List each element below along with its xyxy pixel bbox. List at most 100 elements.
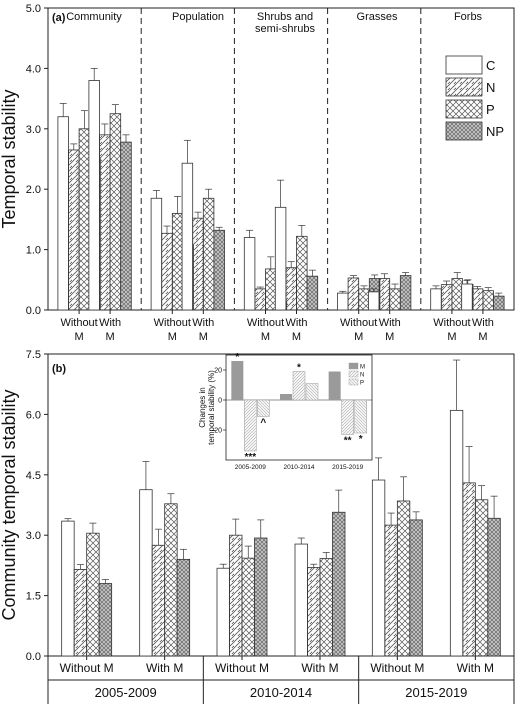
x-tick-label: Without bbox=[247, 317, 284, 329]
y-axis-label: Temporal stability bbox=[0, 89, 19, 228]
bar-np-2010-2014-with-m bbox=[332, 511, 346, 657]
bar-p-community-without-m bbox=[78, 128, 91, 311]
inset-y-tick-label: 0 bbox=[218, 398, 222, 405]
y-tick-label: 5.0 bbox=[26, 3, 41, 15]
x-tick-label: M bbox=[75, 331, 84, 343]
x-tick-label: Without bbox=[433, 317, 470, 329]
bar-np-population-with-m bbox=[213, 229, 225, 311]
bar-p-population-without-m bbox=[171, 212, 184, 311]
x-tick-label: Without M bbox=[370, 661, 424, 675]
inset-y-axis-label-line: Changes in bbox=[198, 387, 207, 427]
bar-c-2005-2009-without-m bbox=[61, 520, 75, 657]
x-tick-label: With bbox=[192, 317, 214, 329]
x-tick-label: Without bbox=[340, 317, 377, 329]
x-tick-label: M bbox=[385, 331, 394, 343]
inset-bar-m-2005-2009 bbox=[231, 361, 244, 400]
bar-n-2005-2009-without-m bbox=[73, 569, 88, 657]
group-label-2005-2009: 2005-2009 bbox=[95, 685, 157, 700]
y-tick-label: 3.0 bbox=[26, 530, 41, 542]
y-tick-label: 4.0 bbox=[26, 63, 41, 75]
bar-n-shrubs-and-semi-shrubs-with-m bbox=[285, 267, 297, 311]
bar-np-forbs-with-m bbox=[493, 295, 505, 311]
inset-significance-marker: * bbox=[297, 363, 301, 374]
x-tick-label: With M bbox=[457, 661, 494, 675]
y-tick-label: 7.5 bbox=[26, 349, 41, 361]
legend-label-c: C bbox=[486, 58, 495, 73]
group-title-forbs: Forbs bbox=[454, 11, 483, 23]
legend-label-p: P bbox=[486, 102, 495, 117]
bar-p-2015-2019-with-m bbox=[474, 499, 489, 657]
legend-swatch-np bbox=[445, 121, 483, 141]
bar-p-2005-2009-with-m bbox=[164, 503, 178, 657]
plot-frame bbox=[47, 353, 515, 657]
y-tick-label: 3.0 bbox=[26, 124, 41, 136]
legend-label-n: N bbox=[486, 80, 495, 95]
inset-y-axis-label-line: temporal stability (%) bbox=[207, 370, 216, 445]
bar-c-population-without-m bbox=[150, 197, 163, 311]
inset-legend-label-n: N bbox=[360, 373, 364, 379]
legend-label-np: NP bbox=[486, 124, 504, 139]
y-tick-label: 6.0 bbox=[26, 409, 41, 421]
inset-bar-p-2010-2014 bbox=[305, 383, 319, 401]
bar-n-community-with-m bbox=[99, 134, 111, 311]
bar-p-2010-2014-without-m bbox=[241, 557, 255, 657]
y-tick-label: 2.0 bbox=[26, 184, 41, 196]
bar-c-grasses-without-m bbox=[337, 292, 349, 311]
inset-legend-swatch-m bbox=[348, 362, 359, 370]
bar-np-2005-2009-without-m bbox=[98, 583, 113, 657]
bar-c-grasses-with-m bbox=[368, 291, 380, 311]
bar-n-forbs-with-m bbox=[471, 288, 484, 311]
bar-p-forbs-with-m bbox=[482, 290, 494, 311]
bar-c-community-without-m bbox=[57, 116, 69, 311]
x-tick-label: With M bbox=[146, 661, 183, 675]
inset-significance-marker: ** bbox=[344, 436, 352, 447]
inset-bar-m-2010-2014 bbox=[280, 394, 292, 400]
inset-legend-label-p: P bbox=[360, 381, 364, 387]
x-tick-label: M bbox=[354, 331, 363, 343]
y-tick-label: 1.0 bbox=[26, 245, 41, 257]
bar-c-shrubs-and-semi-shrubs-without-m bbox=[243, 237, 256, 311]
bar-n-community-without-m bbox=[68, 149, 80, 311]
x-tick-label: M bbox=[106, 331, 115, 343]
legend-swatch-c bbox=[445, 55, 483, 75]
inset-bar-p-2005-2009 bbox=[257, 399, 270, 417]
bar-c-2010-2014-with-m bbox=[294, 543, 308, 657]
bar-c-forbs-without-m bbox=[430, 288, 442, 311]
x-tick-label: Without M bbox=[215, 661, 269, 675]
x-tick-label: Without bbox=[154, 317, 191, 329]
bar-n-population-without-m bbox=[161, 232, 173, 311]
bar-p-population-with-m bbox=[202, 197, 215, 311]
bar-c-2015-2019-without-m bbox=[371, 479, 386, 657]
x-tick-label: With bbox=[379, 317, 401, 329]
bar-n-grasses-with-m bbox=[378, 278, 391, 311]
bar-n-2005-2009-with-m bbox=[151, 544, 166, 657]
bar-n-grasses-without-m bbox=[347, 277, 360, 311]
inset-legend: MNP bbox=[348, 362, 365, 387]
panel-b: 0.0 1.5 3.0 4.5 6.0 7.5 2005-2009 Without M With… bbox=[0, 349, 515, 704]
y-tick-label: 4.5 bbox=[26, 470, 41, 482]
group-title-shrubs-and-semi-shrubs: Shrubs and bbox=[257, 11, 313, 23]
inset-y-tick-label: 20 bbox=[214, 368, 222, 375]
group-title-grasses: Grasses bbox=[357, 11, 398, 23]
bar-np-2005-2009-with-m bbox=[176, 558, 191, 657]
x-tick-label: M bbox=[447, 331, 456, 343]
bar-np-grasses-with-m bbox=[399, 275, 412, 311]
panel-a: 0.0 1.0 2.0 3.0 4.0 5.0 Community Without M With M… bbox=[0, 3, 515, 343]
bar-n-shrubs-and-semi-shrubs-without-m bbox=[254, 288, 266, 311]
x-tick-label: M bbox=[478, 331, 487, 343]
inset-bar-n-2010-2014 bbox=[292, 371, 306, 401]
inset-significance-marker: ^ bbox=[260, 418, 266, 429]
group-label-2010-2014: 2010-2014 bbox=[250, 685, 312, 700]
inset-significance-marker: * bbox=[235, 352, 239, 363]
x-tick-label: M bbox=[261, 331, 270, 343]
x-tick-label: M bbox=[168, 331, 177, 343]
inset-significance-marker: *** bbox=[244, 452, 256, 463]
y-tick-label: 0.0 bbox=[26, 651, 41, 663]
inset-legend-label-m: M bbox=[360, 365, 365, 371]
inset-x-tick-label: 2015-2019 bbox=[332, 464, 363, 471]
bar-n-2010-2014-without-m bbox=[229, 534, 243, 657]
bar-np-2010-2014-without-m bbox=[254, 537, 268, 657]
